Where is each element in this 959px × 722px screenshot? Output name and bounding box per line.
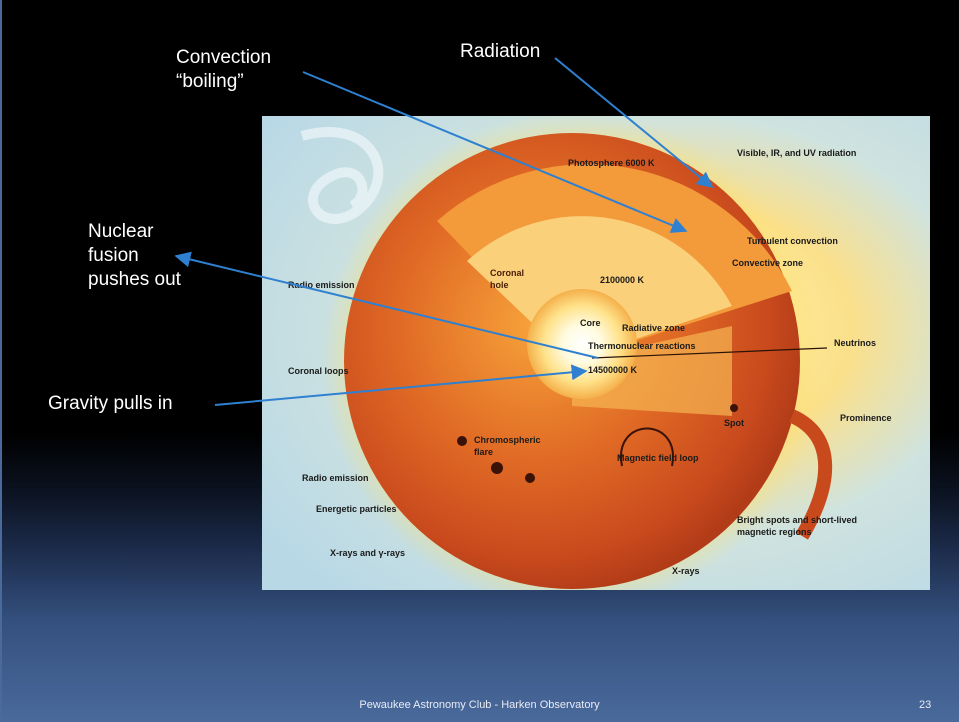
label-coronal-hole-1: Coronal xyxy=(490,268,524,278)
sun-core xyxy=(527,289,637,399)
label-prominence: Prominence xyxy=(840,413,892,423)
magnetic-loop-shape xyxy=(620,427,674,467)
label-bright-spots-2: magnetic regions xyxy=(737,527,812,537)
label-neutrinos: Neutrinos xyxy=(834,338,876,348)
label-thermonuclear: Thermonuclear reactions xyxy=(588,341,696,351)
sunspot xyxy=(730,404,738,412)
page-number: 23 xyxy=(919,699,932,711)
label-chromospheric-2: flare xyxy=(474,447,493,457)
label-turbulent-convection: Turbulent convection xyxy=(747,236,838,246)
sun-structure-illustration: Photosphere 6000 K Visible, IR, and UV r… xyxy=(262,116,930,590)
label-spot: Spot xyxy=(724,418,744,428)
fusion-annotation: Nuclear fusion pushes out xyxy=(88,221,181,290)
label-radio-emission-2: Radio emission xyxy=(302,473,369,483)
solar-wind-swirl xyxy=(300,127,384,224)
convection-annotation: Convection “boiling” xyxy=(176,47,272,92)
label-14500000k: 14500000 K xyxy=(588,365,638,375)
label-radio-emission-1: Radio emission xyxy=(288,280,355,290)
sun-diagram-svg: Photosphere 6000 K Visible, IR, and UV r… xyxy=(262,116,930,590)
cutaway-radiative xyxy=(467,216,732,361)
label-convective-zone: Convective zone xyxy=(732,258,803,268)
label-visible-radiation: Visible, IR, and UV radiation xyxy=(737,148,856,158)
radiation-arrow xyxy=(554,57,714,189)
label-core: Core xyxy=(580,318,601,328)
label-chromospheric-1: Chromospheric xyxy=(474,435,541,445)
label-photosphere: Photosphere 6000 K xyxy=(568,158,655,168)
gravity-arrow xyxy=(214,364,588,406)
sunspot xyxy=(457,436,467,446)
sunspot xyxy=(525,473,535,483)
sunspot xyxy=(491,462,503,474)
neutrino-path xyxy=(591,347,828,359)
label-magnetic-field-loop: Magnetic field loop xyxy=(617,453,699,463)
radiation-annotation: Radiation xyxy=(460,41,541,62)
label-xrays: X-rays xyxy=(672,566,700,576)
convection-arrow xyxy=(302,71,688,233)
label-coronal-loops: Coronal loops xyxy=(288,366,349,376)
label-xrays-gamma: X-rays and γ-rays xyxy=(330,548,405,558)
cutaway-lower xyxy=(572,326,732,416)
gravity-annotation: Gravity pulls in xyxy=(48,393,173,414)
label-coronal-hole-2: hole xyxy=(490,280,509,290)
fusion-arrow xyxy=(174,251,599,359)
label-2100000k: 2100000 K xyxy=(600,275,645,285)
slide-footer: Pewaukee Astronomy Club - Harken Observa… xyxy=(359,699,600,711)
prominence-shape xyxy=(788,409,833,540)
label-energetic-particles: Energetic particles xyxy=(316,504,397,514)
label-bright-spots-1: Bright spots and short-lived xyxy=(737,515,857,525)
label-radiative-zone: Radiative zone xyxy=(622,323,685,333)
